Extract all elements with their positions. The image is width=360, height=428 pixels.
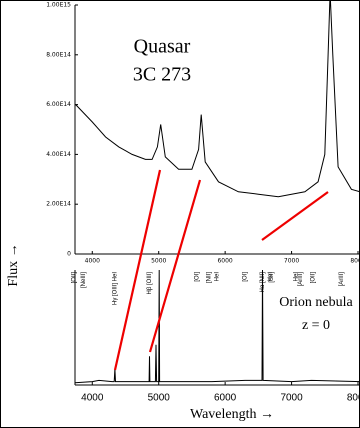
- x-tick-label: 4000: [85, 258, 100, 265]
- line-label: [OI]: [243, 272, 249, 282]
- figure: Quasar 3C 273 Orion nebula z = 0 Flux → …: [0, 0, 360, 428]
- y-tick-label: 2.00E14: [46, 201, 71, 208]
- line-label: [ArIII]: [298, 272, 304, 287]
- line-label: [NeIII]: [81, 272, 87, 288]
- x-tick-label: 4000: [81, 393, 104, 404]
- line-label: [ArIII]: [339, 272, 345, 287]
- line-label: Hγ [OIII] HeI: [112, 272, 118, 305]
- line-label: HeI: [214, 272, 220, 282]
- connectors: [115, 170, 328, 370]
- x-tick-label: 6000: [217, 258, 232, 265]
- connector: [150, 180, 200, 352]
- y-tick-label: 1.00E15: [46, 2, 71, 9]
- x-tick-label: 7000: [284, 258, 299, 265]
- line-label: [OII]: [311, 272, 317, 284]
- y-tick-label: 6.00E14: [46, 101, 71, 108]
- orion-title: Orion nebula: [279, 295, 353, 310]
- line-label: [NII]: [206, 272, 212, 283]
- connector: [262, 192, 328, 240]
- y-tick-label: 0: [67, 251, 71, 258]
- line-label: [OI]: [195, 272, 201, 282]
- spectrum: [76, 0, 360, 197]
- line-label: HeI: [268, 272, 274, 282]
- x-tick-label: 5000: [151, 258, 166, 265]
- x-tick-label: 6000: [214, 393, 237, 404]
- line-label: Hβ [OIII]: [147, 272, 153, 295]
- x-axis-label: Wavelength →: [190, 407, 274, 422]
- quasar-title: Quasar: [134, 36, 191, 58]
- y-tick-label: 8.00E14: [46, 51, 71, 58]
- y-tick-label: 4.00E14: [46, 151, 71, 158]
- quasar-subtitle: 3C 273: [133, 64, 191, 86]
- line-label: [OII]: [72, 272, 78, 284]
- x-tick-label: 7000: [280, 393, 303, 404]
- orion-subtitle: z = 0: [302, 318, 330, 333]
- y-axis-label: Flux →: [6, 243, 21, 286]
- x-tick-label: 5000: [148, 393, 171, 404]
- line-label: Hα [NII]: [260, 272, 266, 293]
